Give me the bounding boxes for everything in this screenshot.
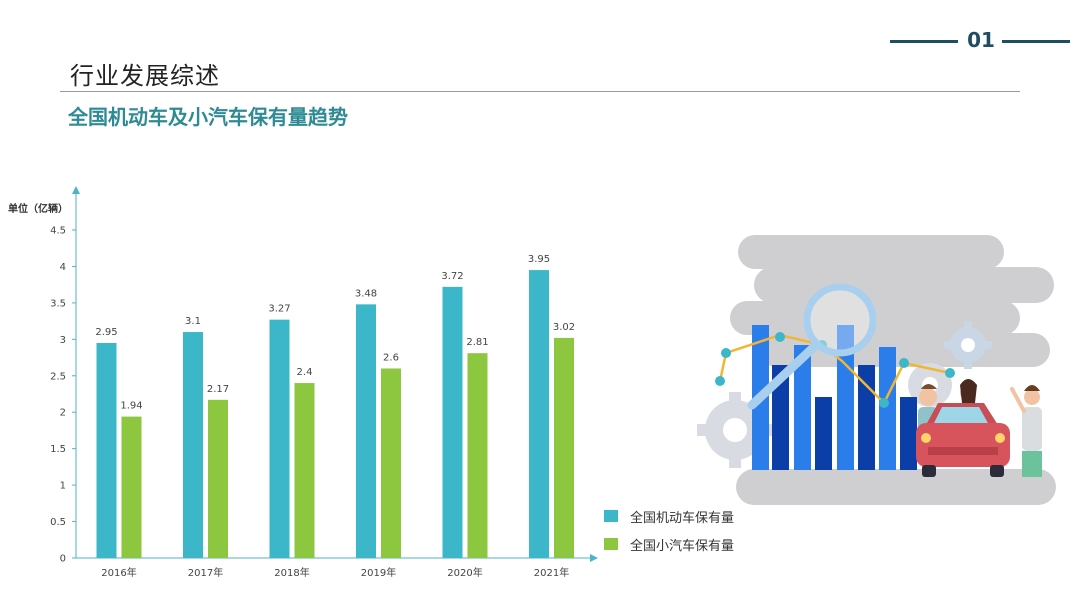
legend-label-cars: 全国小汽车保有量 [630,538,735,554]
y-tick-label: 0 [60,554,66,565]
legend-label-motor-vehicles: 全国机动车保有量 [630,510,735,526]
bar-motor-vehicles-1 [183,332,203,558]
bar-cars-2 [294,383,315,558]
x-tick-label: 2019年 [361,566,396,579]
bar-cars-4 [467,353,488,558]
x-tick-label: 2021年 [534,566,569,579]
gear-icon [944,321,992,369]
y-tick-label: 4.5 [50,226,66,237]
car-icon [916,403,1010,477]
people-icon [918,379,1042,477]
page-number-line-right [1002,40,1070,43]
y-tick-label: 2.5 [50,371,66,382]
data-label: 1.94 [120,401,142,412]
data-label: 2.17 [207,384,229,395]
chart-subtitle: 全国机动车及小汽车保有量趋势 [68,105,348,129]
y-tick-label: 0.5 [50,517,66,528]
chart-bars [96,270,574,558]
data-label: 3.95 [528,254,550,265]
x-axis-arrow [590,554,598,562]
magnifier-icon [747,283,877,410]
bar-motor-vehicles-4 [442,286,463,558]
data-label: 3.27 [268,304,290,315]
data-label: 2.81 [466,337,488,348]
x-axis-tick-labels: 2016年 2017年 2018年 2019年 2020年 2021年 [101,566,569,579]
data-label: 3.02 [553,322,575,333]
chart-axes [72,186,598,562]
x-tick-label: 2018年 [274,566,309,579]
x-tick-label: 2020年 [447,566,482,579]
data-label: 2.95 [95,327,117,338]
x-tick-label: 2016年 [101,566,136,579]
section-title: 行业发展综述 [70,62,220,90]
bar-motor-vehicles-3 [356,304,376,558]
legend-item-cars: 全国小汽车保有量 [604,536,735,554]
y-tick-label: 3.5 [50,298,66,309]
y-tick-label: 2 [60,408,66,419]
y-tick-label: 3 [60,335,66,346]
illustration-bars [752,325,917,470]
page-number-bar: 01 [890,28,1070,52]
bar-cars-0 [121,416,142,558]
y-axis-arrow [72,186,80,194]
gear-icon [697,392,773,468]
x-tick-label: 2017年 [188,566,223,579]
y-tick-label: 1.5 [50,444,66,455]
legend-item-motor-vehicles: 全国机动车保有量 [604,508,735,526]
data-labels: 2.95 1.94 3.1 2.17 3.27 2.4 3.48 2.6 3.72 2.81 3.9… [95,254,575,412]
bar-chart: 0 0.5 1 1.5 2 2.5 3 3.5 4 4.5 2.95 1.94 3.1 2.17 3.27… [8,186,598,579]
page-number-line-left [890,40,958,43]
data-label: 2.6 [383,352,399,363]
chart-legend: 全国机动车保有量 全国小汽车保有量 [604,508,734,564]
legend-swatch-motor-vehicles [604,510,618,522]
bar-motor-vehicles-2 [269,319,290,558]
y-tick-label: 1 [60,481,66,492]
bar-motor-vehicles-5 [529,270,549,558]
y-axis-ticks: 0 0.5 1 1.5 2 2.5 3 3.5 4 4.5 [50,226,76,565]
data-label: 3.72 [441,271,463,282]
title-divider [60,91,1020,92]
bar-cars-1 [208,399,228,558]
page-number: 01 [967,28,995,52]
bar-cars-3 [381,368,401,558]
bar-cars-5 [554,337,574,558]
data-label: 3.48 [355,288,377,299]
y-tick-label: 4 [60,262,66,273]
y-axis-label: 单位（亿辆） [8,202,68,215]
bar-motor-vehicles-0 [96,342,117,558]
data-label: 3.1 [185,316,201,327]
legend-swatch-cars [604,538,618,550]
data-label: 2.4 [297,367,313,378]
data-analysis-illustration [697,235,1056,505]
